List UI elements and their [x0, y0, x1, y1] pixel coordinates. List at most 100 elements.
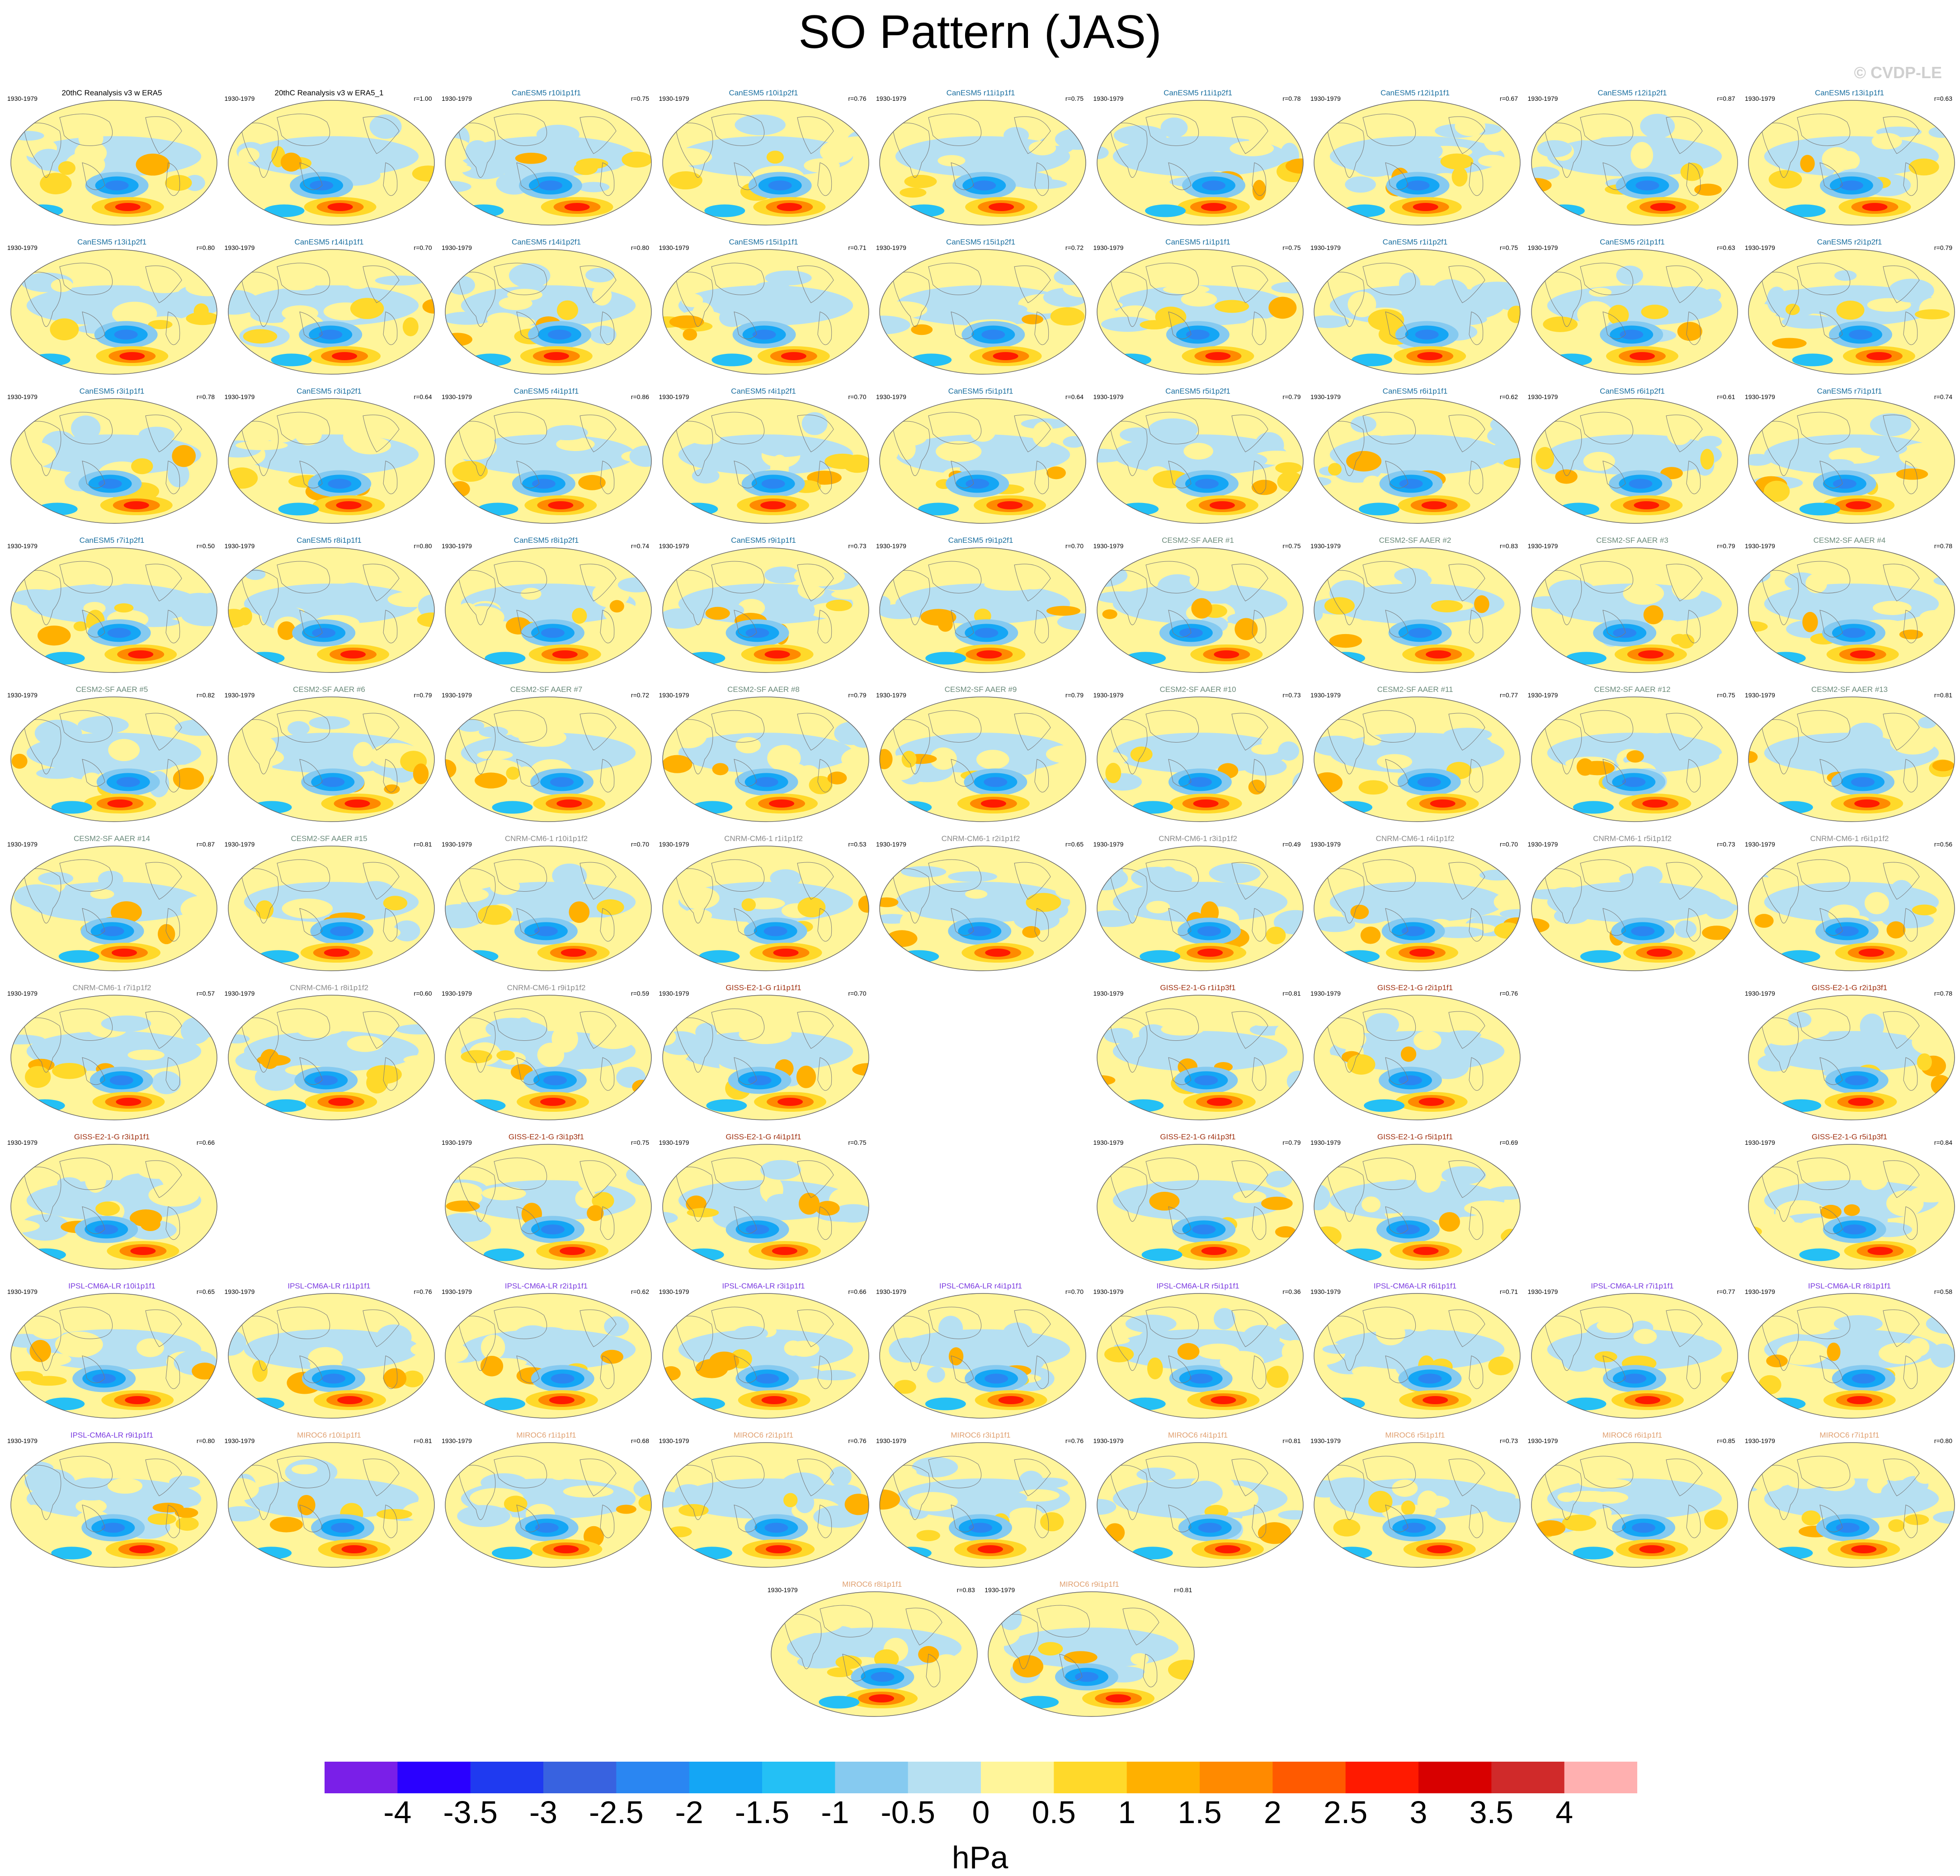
- panel-correlation: r=0.73: [1499, 1437, 1518, 1444]
- panel-correlation: r=0.62: [631, 1288, 649, 1295]
- panel-period: 1930-1979: [1745, 393, 1775, 400]
- colorbar-tick-label: -0.5: [881, 1795, 935, 1830]
- panel-correlation: r=0.71: [1499, 1288, 1518, 1295]
- sea-level-pressure-map: [10, 1442, 217, 1568]
- map-panel: CanESM5 r9i1p2f1 1930-1979 r=0.70: [873, 536, 1088, 676]
- panel-title: CanESM5 r15i1p1f1: [729, 238, 798, 246]
- panel-title: CanESM5 r9i1p2f1: [948, 536, 1013, 545]
- panel-correlation: r=0.77: [1499, 691, 1518, 699]
- map-panel: CanESM5 r8i1p1f1 1930-1979 r=0.80: [222, 536, 437, 676]
- map-panel: GISS-E2-1-G r1i1p3f1 1930-1979 r=0.81: [1091, 983, 1305, 1124]
- sea-level-pressure-map: [1748, 1293, 1955, 1419]
- panel-period: 1930-1979: [224, 393, 255, 400]
- colorbar-tick-label: 4: [1555, 1795, 1574, 1830]
- panel-period: 1930-1979: [876, 95, 906, 102]
- map-panel: CNRM-CM6-1 r6i1p1f2 1930-1979 r=0.56: [1742, 834, 1957, 974]
- panel-period: 1930-1979: [876, 1288, 906, 1295]
- panel-correlation: r=0.74: [631, 542, 649, 550]
- panel-title: CESM2-SF AAER #4: [1813, 536, 1886, 545]
- map-panel: CanESM5 r12i1p1f1 1930-1979 r=0.67: [1308, 89, 1522, 229]
- panel-title: CNRM-CM6-1 r1i1p1f2: [724, 834, 803, 843]
- sea-level-pressure-map: [1748, 846, 1955, 971]
- panel-correlation: r=0.76: [1499, 990, 1518, 997]
- panel-title: CESM2-SF AAER #7: [510, 685, 583, 694]
- sea-level-pressure-map: [662, 846, 869, 971]
- map-panel: CanESM5 r7i1p2f1 1930-1979 r=0.50: [5, 536, 219, 676]
- panel-title: CanESM5 r1i1p2f1: [1382, 238, 1448, 246]
- panel-period: 1930-1979: [7, 841, 38, 848]
- panel-title: CESM2-SF AAER #12: [1594, 685, 1671, 694]
- panel-period: 1930-1979: [659, 990, 689, 997]
- panel-title: CanESM5 r14i1p1f1: [294, 238, 364, 246]
- colorbar-swatch: [835, 1762, 909, 1793]
- panel-period: 1930-1979: [1093, 1139, 1124, 1146]
- map-panel: MIROC6 r7i1p1f1 1930-1979 r=0.80: [1742, 1431, 1957, 1571]
- sea-level-pressure-map: [1748, 398, 1955, 524]
- panel-title: CESM2-SF AAER #10: [1159, 685, 1236, 694]
- panel-title: CanESM5 r7i1p1f1: [1817, 387, 1882, 395]
- panel-correlation: r=0.70: [1065, 1288, 1084, 1295]
- sea-level-pressure-map: [10, 249, 217, 375]
- map-panel: CanESM5 r13i1p2f1 1930-1979 r=0.80: [5, 238, 219, 378]
- panel-title: IPSL-CM6A-LR r5i1p1f1: [1156, 1282, 1239, 1290]
- panel-correlation: r=0.65: [196, 1288, 215, 1295]
- sea-level-pressure-map: [662, 547, 869, 673]
- panel-title: IPSL-CM6A-LR r10i1p1f1: [68, 1282, 155, 1290]
- sea-level-pressure-map: [1314, 249, 1521, 375]
- panel-period: 1930-1979: [1310, 990, 1341, 997]
- colorbar-swatch: [325, 1762, 398, 1793]
- panel-title: CNRM-CM6-1 r8i1p1f2: [290, 983, 368, 992]
- colorbar-tick-label: 0.5: [1032, 1795, 1076, 1830]
- map-panel: GISS-E2-1-G r4i1p1f1 1930-1979 r=0.75: [656, 1133, 871, 1273]
- panel-period: 1930-1979: [442, 1437, 472, 1444]
- panel-period: 1930-1979: [442, 841, 472, 848]
- map-panel: IPSL-CM6A-LR r5i1p1f1 1930-1979 r=0.36: [1091, 1282, 1305, 1422]
- sea-level-pressure-map: [879, 100, 1086, 226]
- panel-correlation: r=0.73: [1282, 691, 1301, 699]
- map-panel: IPSL-CM6A-LR r1i1p1f1 1930-1979 r=0.76: [222, 1282, 437, 1422]
- sea-level-pressure-map: [445, 547, 652, 673]
- sea-level-pressure-map: [1096, 100, 1304, 226]
- map-panel: 20thC Reanalysis v3 w ERA5 1930-1979: [5, 89, 219, 229]
- map-panel: CanESM5 r3i1p2f1 1930-1979 r=0.64: [222, 387, 437, 527]
- map-panel: GISS-E2-1-G r3i1p3f1 1930-1979 r=0.75: [439, 1133, 654, 1273]
- sea-level-pressure-map: [10, 846, 217, 971]
- map-panel: 20thC Reanalysis v3 w ERA5_1 1930-1979 r=1…: [222, 89, 437, 229]
- map-panel: CESM2-SF AAER #7 1930-1979 r=0.72: [439, 685, 654, 825]
- panel-title: GISS-E2-1-G r4i1p3f1: [1160, 1133, 1236, 1141]
- sea-level-pressure-map: [662, 1144, 869, 1269]
- panel-correlation: r=0.75: [1065, 95, 1084, 102]
- panel-correlation: r=0.81: [1934, 691, 1952, 699]
- sea-level-pressure-map: [10, 995, 217, 1120]
- sea-level-pressure-map: [1748, 100, 1955, 226]
- sea-level-pressure-map: [662, 995, 869, 1120]
- panel-title: CESM2-SF AAER #15: [291, 834, 368, 843]
- panel-period: 1930-1979: [1093, 841, 1124, 848]
- sea-level-pressure-map: [1096, 1293, 1304, 1419]
- panel-period: 1930-1979: [1310, 1139, 1341, 1146]
- map-panel: IPSL-CM6A-LR r6i1p1f1 1930-1979 r=0.71: [1308, 1282, 1522, 1422]
- sea-level-pressure-map: [1748, 696, 1955, 822]
- sea-level-pressure-map: [1314, 1293, 1521, 1419]
- panel-title: CESM2-SF AAER #3: [1596, 536, 1668, 545]
- sea-level-pressure-map: [1531, 1442, 1738, 1568]
- sea-level-pressure-map: [1096, 1442, 1304, 1568]
- panel-title: IPSL-CM6A-LR r7i1p1f1: [1591, 1282, 1674, 1290]
- sea-level-pressure-map: [445, 249, 652, 375]
- panel-correlation: r=0.75: [631, 1139, 649, 1146]
- panel-title: CanESM5 r11i1p2f1: [1164, 89, 1232, 97]
- sea-level-pressure-map: [1531, 398, 1738, 524]
- colorbar-tick-label: 3.5: [1469, 1795, 1513, 1830]
- map-panel: MIROC6 r6i1p1f1 1930-1979 r=0.85: [1525, 1431, 1740, 1571]
- map-panel: CanESM5 r4i1p1f1 1930-1979 r=0.86: [439, 387, 654, 527]
- panel-period: 1930-1979: [1310, 691, 1341, 699]
- panel-correlation: r=0.78: [1934, 990, 1952, 997]
- panel-correlation: r=0.80: [196, 244, 215, 251]
- colorbar-swatch: [1054, 1762, 1127, 1793]
- panel-period: 1930-1979: [1310, 393, 1341, 400]
- panel-correlation: r=0.75: [631, 95, 649, 102]
- copyright-label: © CVDP-LE: [1854, 63, 1942, 82]
- panel-correlation: r=0.78: [1282, 95, 1301, 102]
- panel-correlation: r=0.87: [196, 841, 215, 848]
- map-panel: CanESM5 r3i1p1f1 1930-1979 r=0.78: [5, 387, 219, 527]
